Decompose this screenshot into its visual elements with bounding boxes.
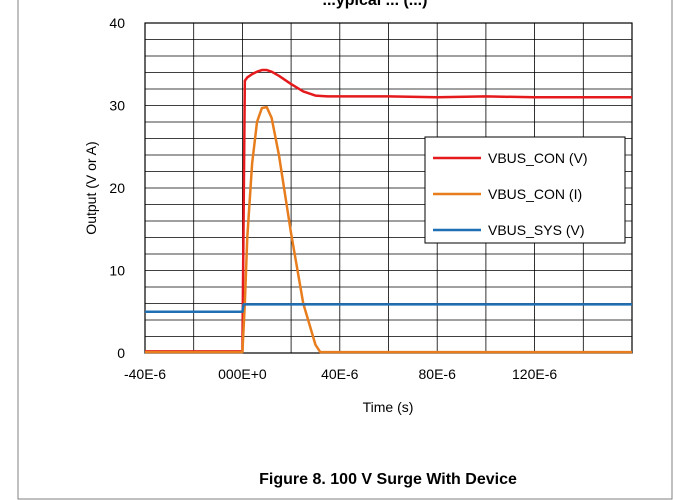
y-tick-label: 40	[109, 15, 125, 31]
x-tick-label: 120E-6	[512, 366, 557, 382]
figure-caption: Figure 8. 100 V Surge With Device	[259, 471, 517, 488]
chart-title-fragment: ...ypical ... (...)	[323, 0, 428, 9]
y-tick-label: 10	[109, 263, 125, 279]
y-axis-title: Output (V or A)	[83, 141, 99, 234]
y-tick-label: 0	[117, 345, 125, 361]
legend-label-vbus-con-v: VBUS_CON (V)	[488, 150, 588, 166]
legend-label-vbus-sys-v: VBUS_SYS (V)	[488, 222, 584, 238]
figure-border	[17, 0, 673, 500]
y-axis-ticks: 0 10 20 30 40	[109, 15, 125, 361]
series-layer	[145, 68, 632, 354]
x-tick-label: 000E+0	[218, 366, 267, 382]
legend: VBUS_CON (V) VBUS_CON (I) VBUS_SYS (V)	[424, 136, 626, 244]
x-axis-title: Time (s)	[363, 399, 414, 415]
legend-label-vbus-con-i: VBUS_CON (I)	[488, 186, 582, 202]
x-tick-label: 40E-6	[321, 366, 359, 382]
y-tick-label: 20	[109, 180, 125, 196]
x-tick-label: 80E-6	[419, 366, 457, 382]
y-tick-label: 30	[109, 98, 125, 114]
series-line-vbus-con-i	[145, 105, 632, 354]
series-line-vbus-sys-v	[145, 303, 632, 313]
x-axis-ticks: -40E-6 000E+0 40E-6 80E-6 120E-6	[124, 366, 557, 382]
x-tick-label: -40E-6	[124, 366, 166, 382]
series-line-vbus-con-v	[145, 68, 632, 353]
legend-box	[424, 136, 626, 244]
